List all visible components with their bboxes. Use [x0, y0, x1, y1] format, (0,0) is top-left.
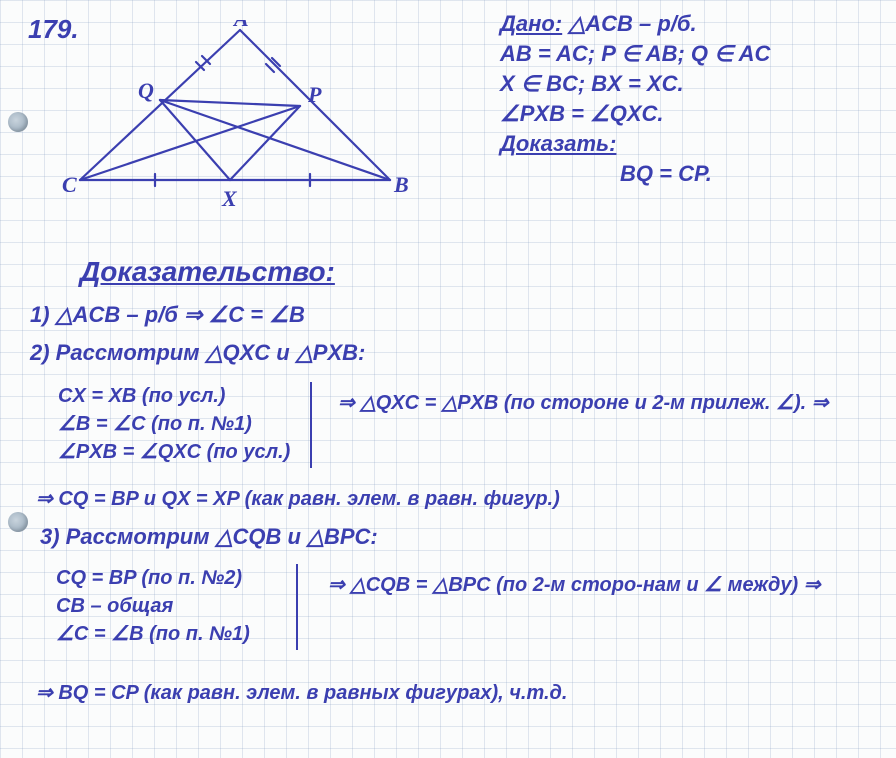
given-block: Дано: △ACB – р/б. AB = AC; P ∈ AB; Q ∈ A…	[500, 10, 880, 190]
proof-line: CQ = BP (по п. №2)	[56, 564, 250, 592]
to-prove: BQ = CP.	[500, 160, 880, 188]
proof-heading: Доказательство:	[80, 256, 335, 288]
proof-step-2-conclusion: ⇒ CQ = BP и QX = XP (как равн. элем. в р…	[36, 486, 560, 511]
given-heading: Дано:	[500, 11, 562, 36]
binder-hole	[8, 112, 28, 132]
proof-step-2-right: ⇒ △QXC = △PXB (по стороне и 2-м прилеж. …	[338, 390, 858, 416]
svg-text:C: C	[62, 172, 77, 197]
svg-text:P: P	[307, 82, 322, 107]
binder-hole	[8, 512, 28, 532]
svg-text:X: X	[221, 186, 238, 211]
svg-text:B: B	[393, 172, 409, 197]
given-line: ∠PXB = ∠QXC.	[500, 100, 880, 128]
proof-line: ∠PXB = ∠QXC (по усл.)	[58, 438, 290, 466]
to-prove-heading: Доказать:	[500, 130, 880, 158]
proof-step-3-left: CQ = BP (по п. №2) CB – общая ∠C = ∠B (п…	[56, 564, 250, 648]
proof-line: CB – общая	[56, 592, 250, 620]
given-line: X ∈ BC; BX = XC.	[500, 70, 880, 98]
proof-step-1: 1) △ACB – р/б ⇒ ∠C = ∠B	[30, 302, 305, 328]
triangle-diagram: A Q P C X B	[60, 20, 430, 220]
proof-line: CX = XB (по усл.)	[58, 382, 290, 410]
given-line: △ACB – р/б.	[568, 11, 696, 36]
proof-step-3-head: 3) Рассмотрим △CQB и △BPC:	[40, 524, 378, 550]
given-line: AB = AC; P ∈ AB; Q ∈ AC	[500, 40, 880, 68]
brace-bar	[296, 564, 298, 650]
proof-step-2-head: 2) Рассмотрим △QXC и △PXB:	[30, 340, 365, 366]
svg-text:Q: Q	[138, 78, 154, 103]
brace-bar	[310, 382, 312, 468]
proof-step-3-right: ⇒ △CQB = △BPC (по 2-м сторо-нам и ∠ межд…	[328, 572, 868, 598]
proof-line: ∠B = ∠C (по п. №1)	[58, 410, 290, 438]
proof-step-2-left: CX = XB (по усл.) ∠B = ∠C (по п. №1) ∠PX…	[58, 382, 290, 466]
proof-line: ∠C = ∠B (по п. №1)	[56, 620, 250, 648]
svg-text:A: A	[232, 20, 249, 31]
proof-step-3-conclusion: ⇒ BQ = CP (как равн. элем. в равных фигу…	[36, 680, 567, 705]
